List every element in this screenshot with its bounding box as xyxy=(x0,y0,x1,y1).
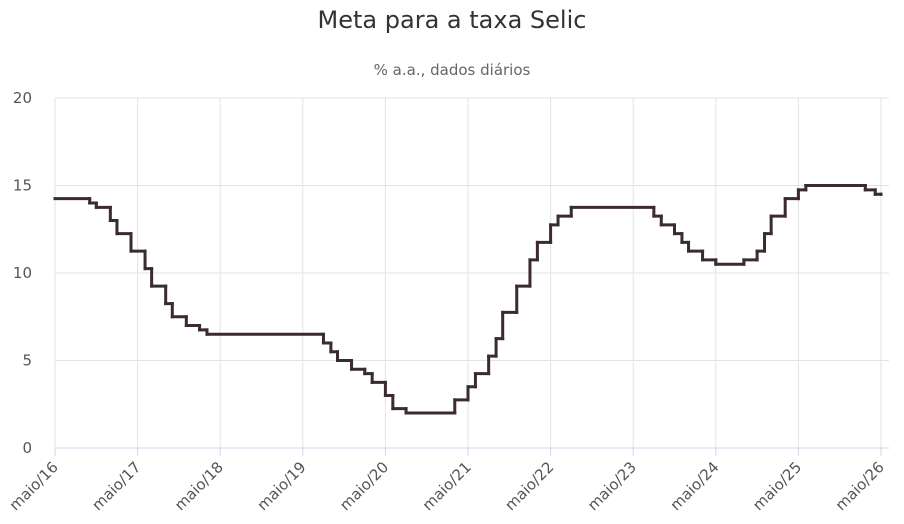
x-tick-label: maio/19 xyxy=(254,458,310,514)
x-tick-label: maio/16 xyxy=(6,458,62,514)
x-tick-label: maio/25 xyxy=(749,458,805,514)
x-tick-label: maio/23 xyxy=(584,458,640,514)
x-tick-label: maio/17 xyxy=(88,458,144,514)
y-tick-label: 5 xyxy=(22,352,32,370)
chart-title: Meta para a taxa Selic xyxy=(318,6,587,34)
x-tick-label: maio/22 xyxy=(501,458,557,514)
y-tick-label: 20 xyxy=(13,89,32,107)
y-tick-label: 10 xyxy=(13,264,32,282)
x-tick-label: maio/21 xyxy=(419,458,475,514)
y-tick-label: 15 xyxy=(13,177,32,195)
x-tick-label: maio/20 xyxy=(336,458,392,514)
chart-subtitle: % a.a., dados diários xyxy=(374,61,531,79)
y-tick-label: 0 xyxy=(22,439,32,457)
x-tick-label: maio/26 xyxy=(832,458,888,514)
x-tick-label: maio/24 xyxy=(667,458,723,514)
x-tick-label: maio/18 xyxy=(171,458,227,514)
